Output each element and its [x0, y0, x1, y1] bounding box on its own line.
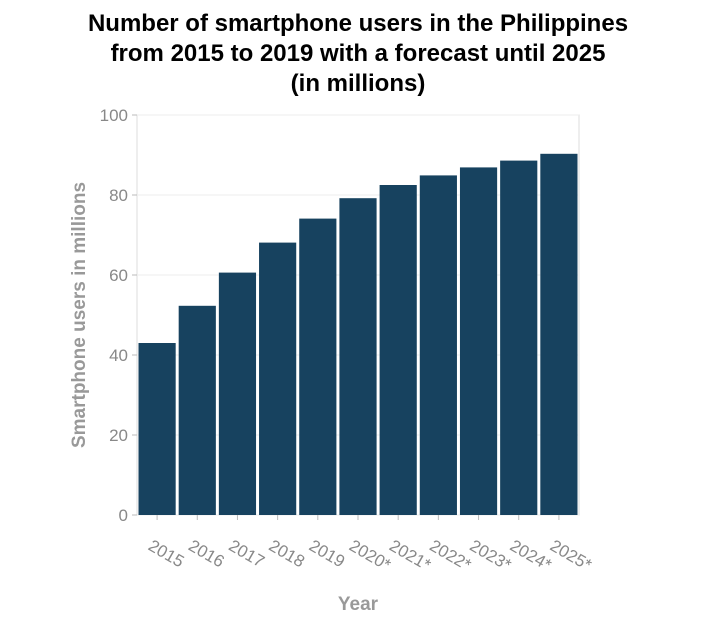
y-tick-label: 0: [119, 506, 128, 525]
bar-2022-forecast: [419, 175, 457, 515]
y-tick-label: 20: [109, 426, 128, 445]
bar-2015: [138, 343, 176, 515]
x-tick-label: 2016: [185, 536, 227, 571]
bar-2024-forecast: [500, 160, 538, 515]
chart-title-line-2: from 2015 to 2019 with a forecast until …: [111, 40, 606, 67]
x-tick-label: 2020*: [346, 536, 394, 575]
y-tick-label: 100: [100, 106, 128, 125]
x-tick-label: 2023*: [467, 536, 515, 575]
y-axis-ticks: 0 20 40 60 80 100: [100, 106, 137, 525]
bar-2016: [178, 305, 216, 515]
bar-2018: [259, 242, 297, 515]
x-tick-label: 2015: [145, 536, 187, 571]
chart-title-line-3: (in millions): [291, 70, 426, 97]
x-tick-label: 2017: [225, 536, 267, 571]
y-tick-label: 80: [109, 186, 128, 205]
x-tick-label: 2018: [266, 536, 308, 571]
x-axis-title: Year: [338, 594, 379, 615]
bar-2019: [299, 218, 337, 515]
y-axis-title: Smartphone users in millions: [69, 182, 90, 448]
bar-2017: [218, 272, 257, 515]
chart-title: Number of smartphone users in the Philip…: [88, 10, 628, 97]
y-tick-label: 60: [109, 266, 128, 285]
x-tick-label: 2024*: [507, 536, 555, 575]
x-axis-ticks: 201520162017201820192020*2021*2022*2023*…: [145, 515, 595, 575]
x-tick-label: 2025*: [547, 536, 595, 575]
bar-2023-forecast: [459, 167, 498, 515]
chart-title-line-1: Number of smartphone users in the Philip…: [88, 10, 628, 37]
bar-2025-forecast: [540, 153, 578, 516]
x-tick-label: 2021*: [386, 536, 434, 575]
x-tick-label: 2022*: [426, 536, 474, 575]
y-tick-label: 40: [109, 346, 128, 365]
bar-2020-forecast: [339, 198, 377, 515]
x-tick-label: 2019: [306, 536, 348, 571]
bars: [138, 153, 578, 516]
bar-2021-forecast: [379, 185, 417, 515]
